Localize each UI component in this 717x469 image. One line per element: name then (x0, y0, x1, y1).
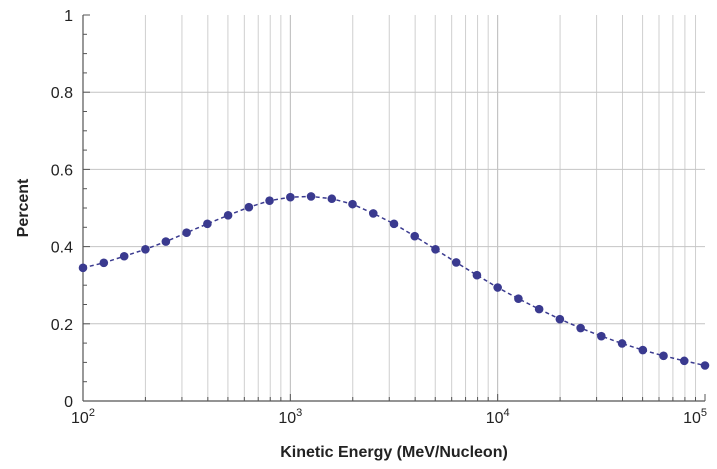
data-point (638, 345, 648, 355)
data-point (78, 263, 88, 273)
data-point (223, 211, 233, 220)
data-point (348, 199, 357, 209)
plot-background (83, 15, 705, 401)
data-point (617, 339, 627, 348)
y-tick-label: 1 (64, 8, 73, 25)
data-point (451, 258, 461, 267)
data-point (286, 192, 295, 202)
data-point (700, 361, 710, 370)
data-point (679, 356, 689, 366)
y-tick-label: 0.6 (51, 162, 73, 179)
data-point (659, 351, 668, 361)
x-tick-label: 105 (683, 407, 707, 427)
y-tick-label: 0.2 (51, 317, 73, 334)
data-point (265, 196, 274, 205)
grid (83, 15, 705, 401)
data-point (327, 194, 337, 204)
data-point (368, 209, 378, 218)
y-tick-label: 0.4 (51, 240, 73, 257)
data-point (161, 237, 171, 246)
x-tick-label: 103 (278, 407, 302, 427)
y-tick-labels: 0 0.2 0.4 0.6 0.8 1 (51, 8, 73, 411)
data-point (244, 202, 254, 212)
data-point (514, 294, 523, 304)
data-point (555, 314, 565, 324)
plot-frame (82, 14, 706, 402)
data-point (306, 192, 316, 201)
data-point (493, 283, 502, 292)
x-axis-label: Kinetic Energy (MeV/Nucleon) (280, 444, 508, 461)
data-point (431, 245, 440, 254)
data-point (141, 245, 150, 254)
data-point (597, 331, 606, 341)
y-tick-label: 0.8 (51, 85, 73, 102)
data-point (576, 323, 585, 333)
data-point (410, 231, 420, 241)
data-point (534, 304, 544, 314)
y-tick-label: 0 (64, 394, 73, 411)
data-point (182, 228, 191, 238)
x-tick-label: 102 (71, 407, 95, 427)
data-point (389, 219, 399, 229)
y-axis-label: Percent (15, 178, 32, 237)
data-point (99, 258, 109, 268)
x-tick-labels: 102 103 104 105 (71, 407, 707, 427)
data-point (119, 251, 129, 261)
data-points (78, 192, 710, 370)
data-point (472, 270, 482, 280)
x-tick-label: 104 (486, 407, 510, 427)
data-point (203, 219, 212, 229)
